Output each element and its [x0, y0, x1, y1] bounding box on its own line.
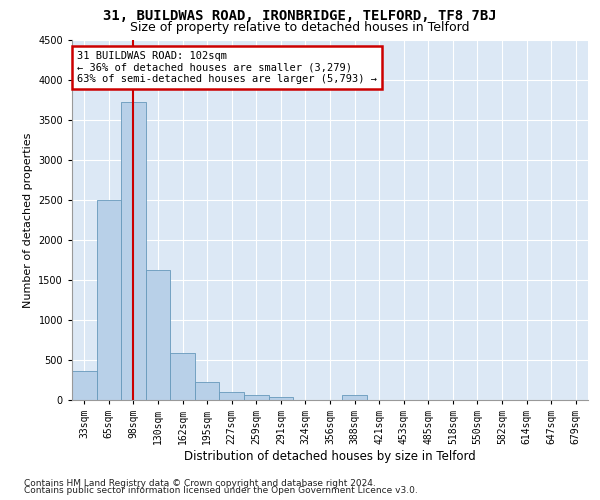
Bar: [97, 200, 121, 400]
Bar: [72, 371, 97, 400]
Text: Contains public sector information licensed under the Open Government Licence v3: Contains public sector information licen…: [24, 486, 418, 495]
Bar: [244, 395, 269, 400]
Text: Size of property relative to detached houses in Telford: Size of property relative to detached ho…: [130, 21, 470, 34]
Bar: [220, 392, 244, 400]
Bar: [269, 397, 293, 400]
Text: 31 BUILDWAS ROAD: 102sqm
← 36% of detached houses are smaller (3,279)
63% of sem: 31 BUILDWAS ROAD: 102sqm ← 36% of detach…: [77, 51, 377, 84]
Text: 31, BUILDWAS ROAD, IRONBRIDGE, TELFORD, TF8 7BJ: 31, BUILDWAS ROAD, IRONBRIDGE, TELFORD, …: [103, 9, 497, 23]
X-axis label: Distribution of detached houses by size in Telford: Distribution of detached houses by size …: [184, 450, 476, 463]
Text: Contains HM Land Registry data © Crown copyright and database right 2024.: Contains HM Land Registry data © Crown c…: [24, 478, 376, 488]
Bar: [121, 102, 146, 400]
Bar: [146, 270, 170, 400]
Y-axis label: Number of detached properties: Number of detached properties: [23, 132, 32, 308]
Bar: [195, 382, 220, 400]
Bar: [342, 395, 367, 400]
Bar: [170, 353, 195, 400]
